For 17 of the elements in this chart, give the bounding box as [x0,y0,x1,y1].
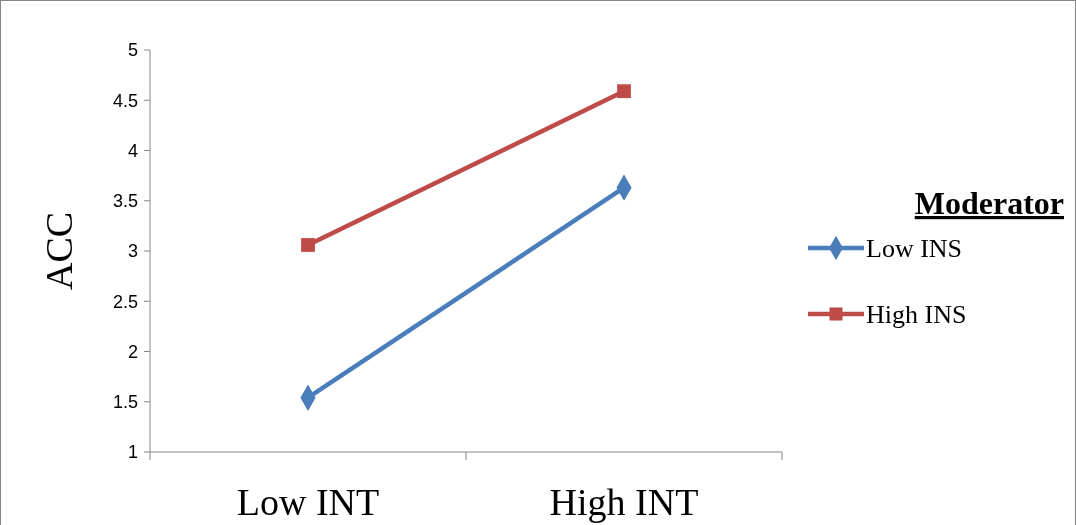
y-tick-label: 4 [127,140,138,161]
x-tick-label: High INT [549,481,699,523]
point [301,238,315,252]
point [617,84,631,99]
legend-label: High INS [866,300,967,330]
y-tick-label: 3.5 [112,191,138,212]
y-tick-label: 4.5 [112,90,138,111]
legend-title: Moderator [914,185,1064,221]
legend-label: Low INS [866,234,963,264]
y-tick-label: 5 [127,40,138,61]
y-tick-label: 3 [127,241,138,262]
y-tick-label: 1.5 [112,392,138,413]
y-tick-label: 2.5 [112,291,138,312]
x-tick-label: Low INT [236,481,380,523]
y-axis-title: ACC [38,211,80,291]
y-tick-label: 1 [127,442,138,463]
y-tick-label: 2 [127,341,138,362]
